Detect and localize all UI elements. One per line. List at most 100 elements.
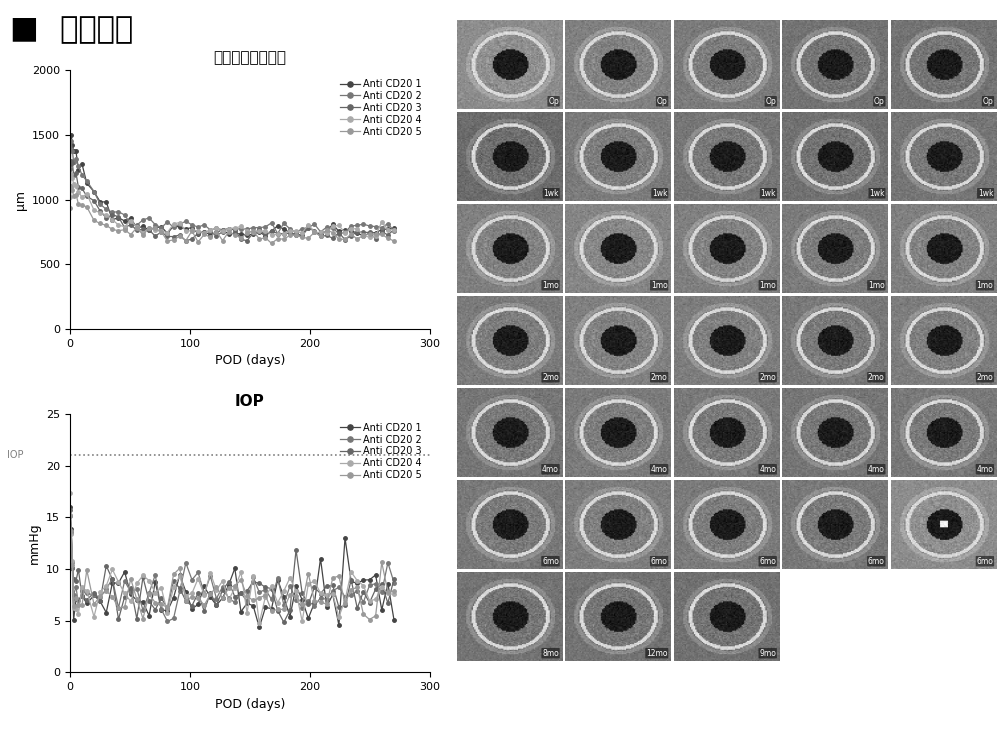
Line: Anti CD20 3: Anti CD20 3 [68,508,396,624]
Anti CD20 3 [65,156,77,165]
Text: 1wk: 1wk [869,188,885,198]
Text: POD >260: POD >260 [476,687,543,701]
Text: 12mo: 12mo [646,649,668,658]
Text: Op: Op [874,97,885,106]
Anti CD20 5 [64,511,76,520]
Anti CD20 1 [302,614,314,623]
Anti CD20 1 [253,623,265,632]
Text: 4mo: 4mo [868,465,885,474]
Text: 2mo: 2mo [651,372,668,382]
Text: Op: Op [983,97,993,106]
Anti CD20 3 [180,236,192,245]
Anti CD20 5 [65,182,77,191]
Line: Anti CD20 4: Anti CD20 4 [68,172,396,239]
Line: Anti CD20 1: Anti CD20 1 [68,133,396,238]
Text: POD 296: POD 296 [698,687,755,701]
Anti CD20 5 [125,230,137,239]
Text: 1mo: 1mo [542,281,559,290]
Line: Anti CD20 5: Anti CD20 5 [68,514,396,621]
Anti CD20 3 [376,228,388,236]
Anti CD20 2 [131,221,143,230]
Text: POD >210: POD >210 [802,610,868,623]
Anti CD20 4 [388,590,400,599]
Anti CD20 1 [65,130,77,139]
Line: Anti CD20 5: Anti CD20 5 [68,185,396,245]
X-axis label: POD (days): POD (days) [215,698,285,711]
Anti CD20 2 [376,588,388,596]
Anti CD20 4 [364,233,376,242]
Anti CD20 5 [376,230,388,239]
Text: 1wk: 1wk [761,188,776,198]
Anti CD20 4 [131,223,143,232]
Anti CD20 1 [64,503,76,511]
Anti CD20 2 [125,588,137,596]
Anti CD20 2 [302,223,314,232]
Anti CD20 5 [296,599,308,608]
Anti CD20 4 [376,582,388,591]
Text: ■  临床结果: ■ 临床结果 [10,15,133,44]
Text: 6mo: 6mo [868,556,885,565]
Anti CD20 2 [333,230,345,239]
Y-axis label: μm: μm [14,189,27,210]
Anti CD20 3 [64,182,76,191]
Anti CD20 4 [253,619,265,627]
Text: 1wk: 1wk [543,188,559,198]
Anti CD20 1 [388,616,400,624]
Anti CD20 1 [339,534,351,542]
Text: 1mo: 1mo [651,281,668,290]
Text: 2mo: 2mo [759,372,776,382]
Anti CD20 3 [308,227,320,236]
Text: 4mo: 4mo [651,465,668,474]
Anti CD20 4 [125,597,137,606]
Anti CD20 1 [278,592,290,601]
Anti CD20 1 [339,225,351,234]
Anti CD20 2 [376,223,388,232]
Text: 6mo: 6mo [542,556,559,565]
Text: POD >184: POD >184 [910,610,977,623]
Anti CD20 2 [388,227,400,236]
Anti CD20 1 [357,231,369,240]
Text: Op: Op [765,97,776,106]
Text: 4mo: 4mo [542,465,559,474]
Anti CD20 5 [308,228,320,236]
Anti CD20 3 [64,506,76,515]
Anti CD20 2 [339,593,351,602]
Title: 中心眼角膜的厚度: 中心眼角膜的厚度 [214,50,287,65]
Anti CD20 4 [278,230,290,239]
Anti CD20 4 [339,228,351,237]
Text: 6mo: 6mo [759,556,776,565]
Line: Anti CD20 3: Anti CD20 3 [68,159,396,242]
Anti CD20 3 [302,600,314,609]
Anti CD20 3 [345,231,357,240]
Anti CD20 5 [364,615,376,624]
Anti CD20 5 [272,605,284,614]
Text: 1mo: 1mo [868,281,885,290]
Anti CD20 1 [125,214,137,222]
Anti CD20 3 [284,229,296,238]
Anti CD20 5 [284,231,296,239]
Anti CD20 4 [376,217,388,226]
Text: 1mo: 1mo [977,281,993,290]
Text: 2mo: 2mo [977,372,993,382]
Anti CD20 1 [131,224,143,233]
Anti CD20 5 [333,572,345,581]
Anti CD20 5 [131,223,143,232]
Anti CD20 4 [65,169,77,178]
Anti CD20 2 [125,219,137,228]
Anti CD20 4 [64,192,76,201]
Text: IOP: IOP [7,450,23,460]
Anti CD20 3 [388,225,400,234]
Text: 8mo: 8mo [542,649,559,658]
Anti CD20 3 [125,220,137,229]
Anti CD20 3 [339,601,351,610]
Anti CD20 4 [125,216,137,225]
Anti CD20 5 [388,587,400,596]
Anti CD20 3 [388,574,400,583]
Text: 9mo: 9mo [759,649,776,658]
Anti CD20 5 [376,558,388,567]
Anti CD20 4 [388,225,400,234]
Anti CD20 2 [278,219,290,228]
Text: 1mo: 1mo [759,281,776,290]
Anti CD20 5 [388,236,400,245]
Anti CD20 2 [388,578,400,587]
